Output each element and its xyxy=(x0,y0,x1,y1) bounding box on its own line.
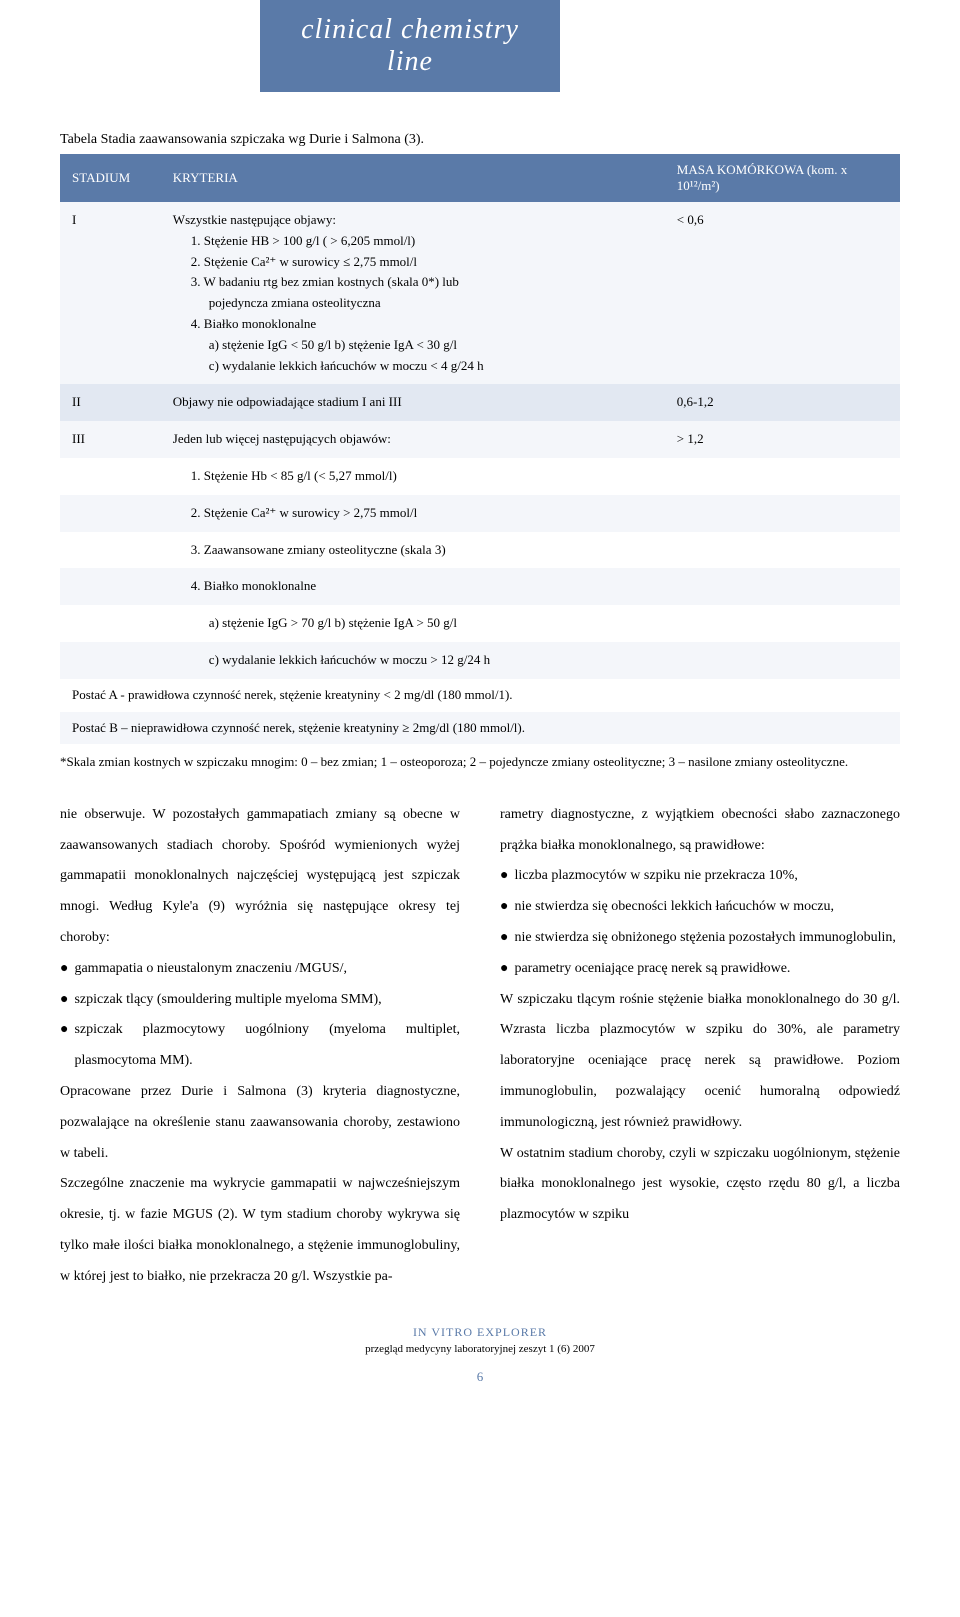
bullet-item: ●szpiczak tlący (smouldering multiple my… xyxy=(60,985,460,1016)
criteria-line: 1. Stężenie HB > 100 g/l ( > 6,205 mmol/… xyxy=(191,231,653,252)
criteria-intro: Jeden lub więcej następujących objawów: xyxy=(173,429,653,450)
page-footer: IN VITRO EXPLORER przegląd medycyny labo… xyxy=(60,1323,900,1387)
cell-blank xyxy=(665,642,900,679)
table-row: 2. Stężenie Ca²⁺ w surowicy > 2,75 mmol/… xyxy=(60,495,900,532)
body-text: Spośród wymienionych wyżej gammapatii mo… xyxy=(60,838,460,945)
bullet-item: ●nie stwierdza się obniżonego stężenia p… xyxy=(500,923,900,954)
table-row: Postać A - prawidłowa czynność nerek, st… xyxy=(60,679,900,712)
cell-kryteria: 2. Stężenie Ca²⁺ w surowicy > 2,75 mmol/… xyxy=(161,495,665,532)
left-column: nie obserwuje. W pozostałych gammapatiac… xyxy=(60,800,460,1293)
criteria-subline: a) stężenie IgG < 50 g/l b) stężenie IgA… xyxy=(209,335,653,356)
bullet-item: ●gammapatia o nieustalonym znaczeniu /MG… xyxy=(60,954,460,985)
bullet-text: szpiczak plazmocytowy uogólniony (myelom… xyxy=(74,1015,460,1077)
postac-b: Postać B – nieprawidłowa czynność nerek,… xyxy=(60,712,900,745)
body-text: W szpiczaku tlącym rośnie stężenie białk… xyxy=(500,985,900,1139)
table-footnote: *Skala zmian kostnych w szpiczaku mnogim… xyxy=(60,752,900,772)
cell-stadium: III xyxy=(60,421,161,458)
table-row: Postać B – nieprawidłowa czynność nerek,… xyxy=(60,712,900,745)
staging-table: STADIUM KRYTERIA MASA KOMÓRKOWA (kom. x … xyxy=(60,154,900,744)
right-column: rametry diagnostyczne, z wyjątkiem obecn… xyxy=(500,800,900,1293)
criteria-line: 3. W badaniu rtg bez zmian kostnych (ska… xyxy=(191,272,653,293)
table-row: 3. Zaawansowane zmiany osteolityczne (sk… xyxy=(60,532,900,569)
bullet-icon: ● xyxy=(500,923,508,954)
criteria-subline: pojedyncza zmiana osteolityczna xyxy=(209,293,653,314)
two-column-text: nie obserwuje. W pozostałych gammapatiac… xyxy=(60,800,900,1293)
table-row: a) stężenie IgG > 70 g/l b) stężenie IgA… xyxy=(60,605,900,642)
cell-kryteria: Objawy nie odpowiadające stadium I ani I… xyxy=(161,384,665,421)
bullet-icon: ● xyxy=(60,954,68,985)
cell-blank xyxy=(60,605,161,642)
col-mass: MASA KOMÓRKOWA (kom. x 10¹²/m²) xyxy=(665,154,900,202)
bullet-icon: ● xyxy=(500,954,508,985)
criteria-subline: a) stężenie IgG > 70 g/l b) stężenie IgA… xyxy=(209,613,653,634)
col-stadium: STADIUM xyxy=(60,154,161,202)
criteria-line: 1. Stężenie Hb < 85 g/l (< 5,27 mmol/l) xyxy=(191,466,653,487)
cell-mass: < 0,6 xyxy=(665,202,900,384)
bullet-item: ●szpiczak plazmocytowy uogólniony (myelo… xyxy=(60,1015,460,1077)
cell-blank xyxy=(60,495,161,532)
bullet-icon: ● xyxy=(500,861,508,892)
criteria-line: 2. Stężenie Ca²⁺ w surowicy ≤ 2,75 mmol/… xyxy=(191,252,653,273)
cell-blank xyxy=(60,642,161,679)
page-number: 6 xyxy=(60,1367,900,1387)
cell-blank xyxy=(665,605,900,642)
bullet-icon: ● xyxy=(60,985,68,1016)
body-text: Opracowane przez Durie i Salmona (3) kry… xyxy=(60,1077,460,1169)
cell-blank xyxy=(665,532,900,569)
cell-kryteria: 4. Białko monoklonalne xyxy=(161,568,665,605)
cell-blank xyxy=(665,495,900,532)
criteria-line: 2. Stężenie Ca²⁺ w surowicy > 2,75 mmol/… xyxy=(191,503,653,524)
cell-blank xyxy=(60,568,161,605)
table-row: 4. Białko monoklonalne xyxy=(60,568,900,605)
table-header-row: STADIUM KRYTERIA MASA KOMÓRKOWA (kom. x … xyxy=(60,154,900,202)
table-row: III Jeden lub więcej następujących objaw… xyxy=(60,421,900,458)
criteria-line: 3. Zaawansowane zmiany osteolityczne (sk… xyxy=(191,540,653,561)
table-row: 1. Stężenie Hb < 85 g/l (< 5,27 mmol/l) xyxy=(60,458,900,495)
cell-kryteria: 3. Zaawansowane zmiany osteolityczne (sk… xyxy=(161,532,665,569)
cell-mass: > 1,2 xyxy=(665,421,900,458)
cell-kryteria: a) stężenie IgG > 70 g/l b) stężenie IgA… xyxy=(161,605,665,642)
cell-kryteria: c) wydalanie lekkich łańcuchów w moczu >… xyxy=(161,642,665,679)
cell-blank xyxy=(665,458,900,495)
criteria-line: 4. Białko monoklonalne xyxy=(191,576,653,597)
body-text: W ostatnim stadium choroby, czyli w szpi… xyxy=(500,1139,900,1231)
table-caption: Tabela Stadia zaawansowania szpiczaka wg… xyxy=(60,132,900,148)
bullet-text: gammapatia o nieustalonym znaczeniu /MGU… xyxy=(74,954,347,985)
cell-stadium: II xyxy=(60,384,161,421)
cell-mass: 0,6-1,2 xyxy=(665,384,900,421)
cell-blank xyxy=(60,458,161,495)
bullet-text: nie stwierdza się obniżonego stężenia po… xyxy=(514,923,895,954)
table-row: I Wszystkie następujące objawy: 1. Stęże… xyxy=(60,202,900,384)
bullet-item: ●nie stwierdza się obecności lekkich łań… xyxy=(500,892,900,923)
bullet-text: nie stwierdza się obecności lekkich łańc… xyxy=(514,892,834,923)
banner: clinical chemistry line xyxy=(260,0,560,92)
bullet-text: parametry oceniające pracę nerek są praw… xyxy=(514,954,790,985)
col-kryteria: KRYTERIA xyxy=(161,154,665,202)
bullet-icon: ● xyxy=(500,892,508,923)
footer-subtitle: przegląd medycyny laboratoryjnej zeszyt … xyxy=(60,1341,900,1358)
cell-kryteria: Wszystkie następujące objawy: 1. Stężeni… xyxy=(161,202,665,384)
criteria-subline: c) wydalanie lekkich łańcuchów w moczu <… xyxy=(209,356,653,377)
bullet-text: liczba plazmocytów w szpiku nie przekrac… xyxy=(514,861,797,892)
cell-kryteria: 1. Stężenie Hb < 85 g/l (< 5,27 mmol/l) xyxy=(161,458,665,495)
criteria-intro: Wszystkie następujące objawy: xyxy=(173,210,653,231)
bullet-item: ●liczba plazmocytów w szpiku nie przekra… xyxy=(500,861,900,892)
bullet-icon: ● xyxy=(60,1015,68,1077)
cell-kryteria: Jeden lub więcej następujących objawów: xyxy=(161,421,665,458)
bullet-item: ●parametry oceniające pracę nerek są pra… xyxy=(500,954,900,985)
postac-a: Postać A - prawidłowa czynność nerek, st… xyxy=(60,679,900,712)
table-row: II Objawy nie odpowiadające stadium I an… xyxy=(60,384,900,421)
cell-stadium: I xyxy=(60,202,161,384)
body-text: rametry diagnostyczne, z wyjątkiem obecn… xyxy=(500,800,900,862)
page-content: Tabela Stadia zaawansowania szpiczaka wg… xyxy=(0,132,960,1427)
cell-blank xyxy=(665,568,900,605)
bullet-text: szpiczak tlący (smouldering multiple mye… xyxy=(74,985,381,1016)
criteria-subline: c) wydalanie lekkich łańcuchów w moczu >… xyxy=(209,650,653,671)
cell-blank xyxy=(60,532,161,569)
criteria-line: 4. Białko monoklonalne xyxy=(191,314,653,335)
footer-title: IN VITRO EXPLORER xyxy=(60,1323,900,1341)
table-row: c) wydalanie lekkich łańcuchów w moczu >… xyxy=(60,642,900,679)
body-text: Szczególne znaczenie ma wykrycie gammapa… xyxy=(60,1169,460,1292)
